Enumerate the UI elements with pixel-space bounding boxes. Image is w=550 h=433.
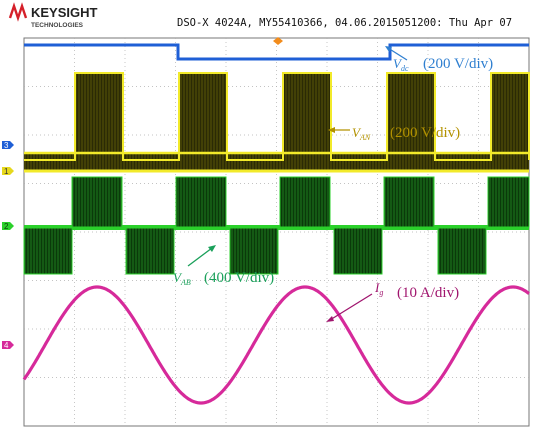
vab-negative-pulse xyxy=(333,227,383,275)
van-high-pulse xyxy=(491,72,529,160)
channel-4-marker: 4 xyxy=(2,341,14,350)
svg-text:(200 V/div): (200 V/div) xyxy=(423,56,493,72)
trace-ch3-vdc xyxy=(24,43,529,61)
vab-negative-pulse xyxy=(125,227,175,275)
annotation-vdc: Vdc (200 V/div) xyxy=(385,46,493,73)
channel-3-marker: 3 xyxy=(2,141,14,150)
vab-positive-pulse xyxy=(279,176,331,228)
van-high-pulse xyxy=(387,72,435,160)
annotation-vab: VAB (400 V/div) xyxy=(173,245,274,287)
van-high-pulse xyxy=(179,72,227,160)
svg-text:Vdc: Vdc xyxy=(393,56,409,73)
trace-ch1-van xyxy=(24,72,530,173)
annotation-ig: Ig (10 A/div) xyxy=(326,280,459,322)
svg-text:Ig: Ig xyxy=(374,280,383,297)
trace-ch4-ig xyxy=(22,285,530,405)
svg-text:2: 2 xyxy=(4,222,9,231)
svg-text:(200 V/div): (200 V/div) xyxy=(390,125,460,141)
vab-positive-pulse xyxy=(487,176,530,228)
trigger-position-icon xyxy=(273,37,283,45)
van-high-pulse xyxy=(75,72,123,160)
svg-text:3: 3 xyxy=(4,141,9,150)
keysight-logo-icon xyxy=(8,2,28,22)
svg-text:VAB: VAB xyxy=(173,270,191,287)
vab-negative-pulse xyxy=(23,227,73,275)
channel-1-marker: 1 xyxy=(2,167,14,176)
vab-negative-pulse xyxy=(229,227,279,275)
vab-positive-pulse xyxy=(175,176,227,228)
vab-positive-pulse xyxy=(71,176,123,228)
instrument-info: DSO-X 4024A, MY55410366, 04.06.201505120… xyxy=(177,17,512,29)
svg-text:(10 A/div): (10 A/div) xyxy=(397,285,459,301)
header-bar: KEYSIGHT TECHNOLOGIES DSO-X 4024A, MY554… xyxy=(8,2,512,29)
trace-ch2-vab xyxy=(23,176,530,275)
brand-subtitle: TECHNOLOGIES xyxy=(31,22,84,29)
svg-text:VAN: VAN xyxy=(352,125,371,142)
svg-text:1: 1 xyxy=(4,167,9,176)
van-high-pulse xyxy=(283,72,331,160)
svg-text:(400 V/div): (400 V/div) xyxy=(204,270,274,286)
brand-name: KEYSIGHT xyxy=(31,5,98,20)
channel-2-marker: 2 xyxy=(2,222,14,231)
vab-positive-pulse xyxy=(383,176,435,228)
svg-text:4: 4 xyxy=(4,341,9,350)
vab-negative-pulse xyxy=(437,227,487,275)
annotation-van: VAN (200 V/div) xyxy=(328,125,460,142)
